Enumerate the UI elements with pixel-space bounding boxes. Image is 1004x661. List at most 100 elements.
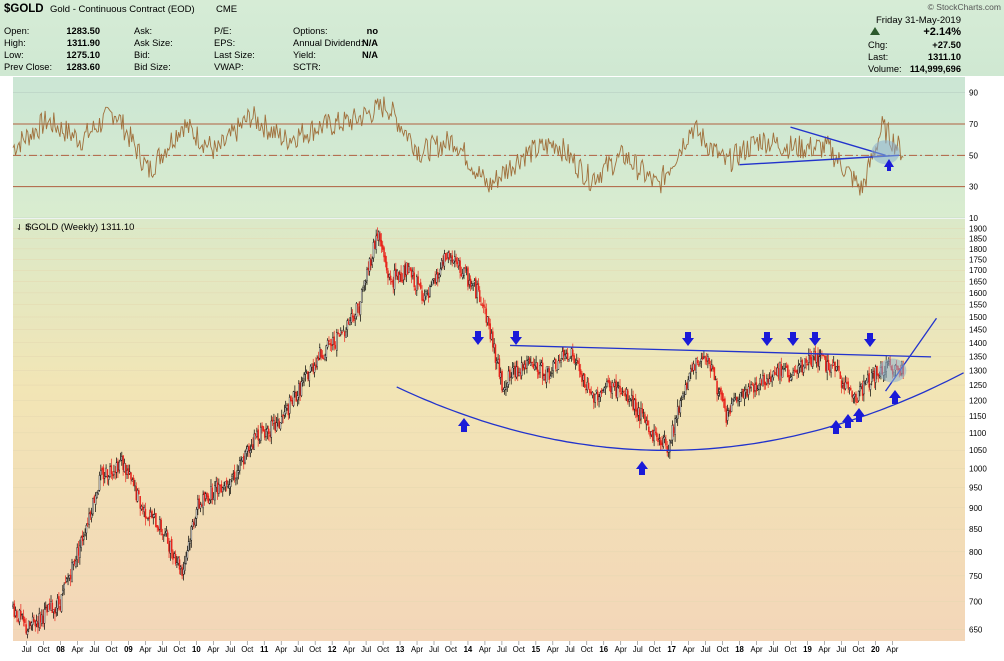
price-bar-body (368, 258, 371, 272)
price-bar-body (75, 560, 77, 567)
price-bar-body (589, 388, 591, 393)
price-bar-body (829, 369, 831, 373)
price-bar-body (125, 464, 127, 475)
price-bar-body (430, 285, 432, 288)
price-bar-body (46, 604, 48, 613)
time-tick-label: Oct (852, 645, 865, 654)
trend-line (790, 126, 886, 157)
price-bar-body (252, 444, 254, 449)
price-bar-body (187, 541, 190, 551)
price-bar-body (367, 267, 370, 271)
price-bar-body (611, 382, 613, 394)
price-bar-body (94, 495, 97, 505)
price-bar-body (780, 364, 783, 376)
price-bar-body (644, 414, 646, 423)
price-bar-body (69, 574, 72, 580)
price-bar-body (701, 356, 704, 360)
price-bar-body (204, 493, 207, 500)
price-bar-body (260, 426, 262, 441)
price-axis: 650 700 750 800 850 900 950 1000 1050 1100 1150 120… (13, 225, 987, 634)
price-bar-body (564, 354, 566, 359)
price-bar-body (755, 382, 758, 392)
price-bar-body (482, 304, 485, 307)
price-bar-body (680, 399, 683, 401)
price-bar-body (458, 260, 460, 267)
price-bar-body (319, 347, 321, 359)
price-bar-body (357, 303, 359, 306)
price-bar-body (857, 390, 860, 401)
price-bar-body (195, 509, 198, 519)
indicator-tick-label: 70 (969, 120, 978, 129)
price-bar-body (522, 364, 524, 370)
price-bar-body (846, 382, 848, 384)
price-bar-body (530, 362, 532, 366)
price-bar-body (844, 381, 847, 389)
price-bar-body (754, 384, 756, 391)
price-bar-body (595, 389, 598, 393)
price-bar-body (531, 362, 533, 364)
price-bar-body (218, 484, 220, 494)
price-bar-body (603, 387, 606, 393)
price-bar-body (423, 295, 426, 301)
price-bar-body (876, 366, 878, 376)
price-bar-body (501, 370, 503, 391)
price-bar-body (586, 381, 588, 391)
price-bar-body (527, 359, 529, 362)
price-bar-body (13, 603, 16, 617)
price-bar-body (763, 374, 765, 385)
price-bar-body (802, 366, 805, 373)
price-bar-body (21, 613, 23, 616)
time-tick-label: Jul (565, 645, 575, 654)
price-bar-body (186, 550, 189, 559)
price-bar-body (316, 358, 318, 368)
price-bar-body (821, 354, 823, 356)
price-bar-body (768, 378, 771, 384)
price-bar-body (172, 551, 174, 560)
price-bar-body (130, 472, 132, 480)
price-bar-body (30, 622, 33, 626)
price-bar-body (207, 495, 210, 503)
price-bar-body (336, 332, 338, 351)
price-bar-body (294, 391, 296, 394)
up-arrow-icon (884, 159, 894, 171)
price-bar-body (434, 278, 436, 284)
time-tick-label: Apr (615, 645, 628, 654)
price-bar-body (25, 624, 27, 634)
trend-line (739, 154, 900, 166)
price-bar-body (113, 471, 115, 476)
price-bar-body (313, 365, 316, 373)
price-bar-body (296, 395, 299, 401)
price-bar-body (12, 604, 14, 608)
price-bar-body (488, 318, 490, 326)
price-bar-body (544, 374, 547, 381)
price-bar-body (600, 389, 603, 394)
price-bar-body (160, 519, 162, 533)
price-bar-body (161, 533, 164, 535)
price-bar-body (645, 420, 647, 425)
price-bar-body (787, 365, 789, 378)
price-bar-body (484, 306, 486, 308)
price-bar-body (220, 484, 223, 492)
price-bar-body (569, 357, 571, 359)
price-bar-body (662, 437, 665, 447)
stat-label: Bid: (134, 50, 150, 60)
price-bar-body (874, 366, 877, 383)
price-bar-body (724, 398, 726, 409)
price-bar-body (856, 401, 859, 403)
price-bar-body (153, 514, 156, 517)
price-bar-body (340, 329, 342, 335)
price-bar-body (190, 526, 193, 541)
price-bar-body (392, 279, 394, 288)
down-arrow-icon (864, 333, 876, 347)
price-bar-body (612, 383, 615, 387)
price-bar-body (877, 373, 880, 377)
price-bar-body (834, 361, 836, 372)
price-bar-body (135, 486, 137, 501)
price-bar-body (870, 372, 873, 383)
time-tick-label: Jul (361, 645, 371, 654)
price-bar-body (767, 378, 769, 383)
time-tick-label: 16 (599, 645, 608, 654)
price-bar-body (261, 425, 263, 428)
time-tick-label: Oct (105, 645, 118, 654)
price-bar-body (461, 273, 464, 278)
